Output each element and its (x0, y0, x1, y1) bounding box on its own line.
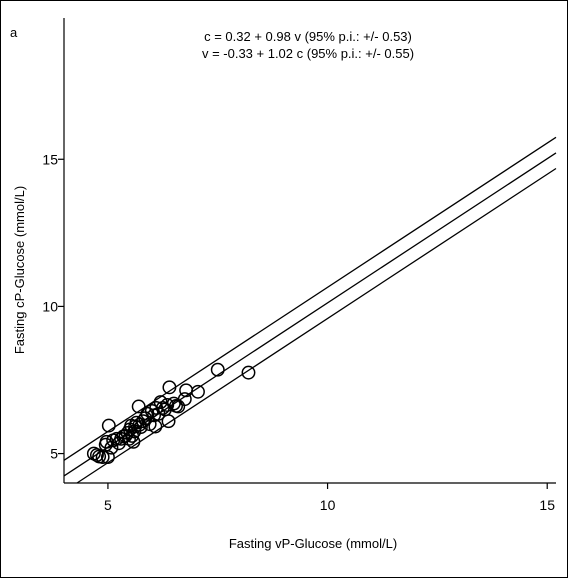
y-tick-label: 15 (42, 151, 58, 167)
x-tick-label: 15 (539, 497, 555, 513)
x-tick-label: 10 (320, 497, 336, 513)
data-point (129, 415, 144, 430)
equation-v-on-c: v = -0.33 + 1.02 c (95% p.i.: +/- 0.55) (202, 46, 414, 61)
data-point (89, 448, 104, 462)
data-point (191, 384, 205, 399)
data-point (162, 380, 177, 395)
data-point (126, 434, 141, 449)
panel-label: a (10, 25, 18, 40)
y-tick-label: 5 (50, 446, 58, 462)
equation-c-on-v: c = 0.32 + 0.98 v (95% p.i.: +/- 0.53) (204, 29, 412, 44)
regression-line (63, 152, 557, 477)
x-axis-title: Fasting vP-Glucose (mmol/L) (229, 536, 397, 551)
data-point (136, 414, 151, 429)
data-point (210, 362, 225, 377)
data-point (148, 419, 163, 434)
data-point (241, 365, 256, 380)
data-point (177, 392, 192, 407)
data-point (160, 398, 175, 412)
data-point (101, 418, 116, 433)
y-tick-label: 10 (42, 298, 58, 314)
data-point (100, 450, 115, 465)
data-point (133, 420, 148, 435)
upper-prediction-line (63, 136, 557, 461)
data-point (153, 395, 168, 410)
x-tick-label: 5 (104, 497, 112, 513)
y-axis-title: Fasting cP-Glucose (mmol/L) (12, 186, 27, 354)
data-point (131, 399, 146, 414)
lower-prediction-line (76, 167, 557, 484)
data-point (161, 414, 176, 429)
